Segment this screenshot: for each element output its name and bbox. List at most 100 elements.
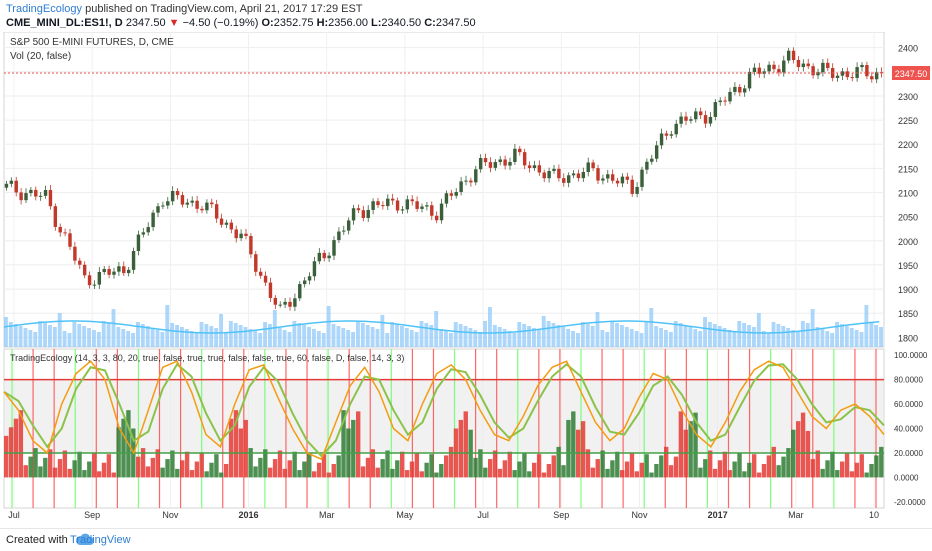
candle-body — [34, 189, 38, 197]
volume-bar — [615, 323, 619, 347]
osc-histogram-bar — [370, 449, 376, 478]
candle-body — [747, 71, 752, 89]
volume-bar — [448, 333, 453, 347]
candle-body — [669, 134, 674, 136]
price-tick-label: 2050 — [898, 213, 918, 223]
candle-body — [640, 169, 644, 187]
candle-body — [395, 200, 400, 211]
time-tick-label: Nov — [162, 510, 179, 520]
volume-bar — [624, 327, 629, 347]
osc-histogram-bar — [145, 466, 151, 478]
osc-histogram-bar — [605, 468, 610, 478]
volume-bar — [620, 325, 624, 347]
osc-histogram-bar — [556, 446, 561, 478]
volume-bar — [209, 326, 214, 347]
candle-body — [840, 71, 845, 76]
volume-bar — [444, 331, 448, 347]
volume-bar — [546, 321, 551, 347]
osc-histogram-bar — [805, 430, 811, 478]
osc-tick-label: 40.0000 — [894, 425, 923, 434]
osc-histogram-bar — [830, 451, 835, 478]
candle-body — [175, 190, 180, 196]
chart-canvas[interactable]: 1800 1850 1900 1950 2000 2050 2100 2150 2200 2250… — [0, 32, 932, 528]
osc-histogram-bar — [639, 462, 644, 478]
candle-body — [200, 208, 204, 211]
volume-bar — [385, 333, 390, 347]
osc-histogram-bar — [18, 410, 24, 478]
osc-histogram-bar — [170, 450, 175, 478]
candle-body — [53, 206, 58, 227]
osc-histogram-bar — [615, 451, 620, 478]
candle-body — [782, 60, 786, 73]
candle-body — [459, 181, 463, 193]
candle-body — [703, 115, 708, 124]
candle-body — [161, 205, 165, 207]
price-change: −4.50 (−0.19%) — [182, 17, 259, 29]
volume-bar — [634, 331, 639, 347]
candle-body — [312, 261, 317, 277]
osc-histogram-bar — [160, 467, 165, 478]
osc-histogram-bar — [536, 454, 542, 478]
osc-histogram-bar — [356, 411, 361, 478]
osc-histogram-bar — [796, 421, 801, 478]
volume-bar — [131, 333, 135, 347]
volume-bar — [771, 322, 776, 347]
price-tick-label: 2000 — [898, 237, 918, 247]
candle-body — [302, 280, 307, 285]
price-pane-title: S&P 500 E-MINI FUTURES, D, CME — [10, 37, 174, 48]
osc-histogram-bar — [869, 463, 874, 478]
high-value: 2356.00 — [328, 17, 368, 29]
volume-bar — [502, 329, 507, 347]
osc-histogram-bar — [590, 467, 596, 478]
volume-bar — [282, 330, 287, 347]
volume-bar — [18, 326, 23, 347]
osc-tick-label: 100.0000 — [894, 351, 928, 360]
publisher-link[interactable]: TradingEcology — [6, 3, 83, 15]
osc-histogram-bar — [644, 454, 649, 478]
osc-histogram-bar — [375, 467, 380, 478]
candle-body — [141, 232, 146, 235]
candle-body — [845, 71, 850, 78]
osc-histogram-bar — [600, 450, 605, 478]
candle-body — [606, 174, 610, 179]
osc-histogram-bar — [326, 472, 332, 478]
tradingview-link[interactable]: TradingView — [70, 534, 131, 546]
volume-bar — [820, 329, 825, 347]
chart-header: TradingEcology published on TradingView.… — [0, 0, 932, 32]
osc-histogram-bar — [659, 455, 664, 478]
volume-bar — [869, 323, 874, 347]
candle-body — [874, 72, 879, 80]
candle-body — [258, 271, 263, 276]
osc-histogram-bar — [297, 470, 302, 478]
candle-body — [278, 304, 282, 306]
volume-bar — [175, 325, 179, 347]
osc-histogram-bar — [175, 468, 180, 478]
osc-histogram-bar — [404, 470, 410, 478]
candle-body — [522, 152, 527, 166]
osc-histogram-bar — [844, 452, 850, 478]
osc-histogram-bar — [879, 446, 884, 478]
volume-bar — [561, 327, 566, 347]
osc-histogram-bar — [673, 456, 679, 478]
volume-bar — [243, 327, 248, 347]
volume-bar — [605, 332, 610, 347]
osc-signal-line — [3, 362, 885, 458]
candle-body — [821, 62, 825, 73]
volume-bar — [380, 315, 385, 347]
volume-bar — [649, 308, 654, 347]
candle-body — [444, 193, 449, 204]
osc-histogram-bar — [541, 472, 547, 478]
candle-body — [811, 66, 815, 76]
volume-bar — [483, 321, 487, 347]
volume-bar — [409, 330, 414, 347]
candle-body — [723, 100, 727, 102]
low-label: L: — [371, 17, 382, 29]
candle-body — [694, 111, 698, 120]
volume-bar — [717, 326, 722, 347]
volume-bar — [786, 328, 791, 347]
volume-bar — [453, 322, 458, 347]
candle-body — [234, 229, 238, 239]
candle-body — [439, 203, 444, 221]
time-tick-label: Sep — [553, 510, 569, 520]
osc-histogram-bar — [712, 468, 718, 478]
